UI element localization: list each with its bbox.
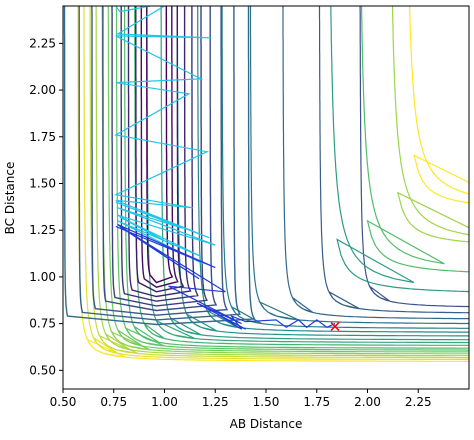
channel-contour-line bbox=[221, 6, 469, 329]
channel-contour-line bbox=[282, 6, 469, 320]
x-tick-label: 1.00 bbox=[151, 395, 178, 409]
channel-contour-line bbox=[77, 6, 469, 362]
end-marker-group bbox=[330, 321, 340, 331]
x-axis-label: AB Distance bbox=[230, 417, 303, 431]
x-tick-label: 2.25 bbox=[405, 395, 432, 409]
y-tick-label: 0.75 bbox=[29, 317, 56, 331]
trajectory-end-marker bbox=[330, 321, 340, 331]
trajectory-segment-2 bbox=[115, 224, 336, 330]
x-tick-label: 1.50 bbox=[253, 395, 280, 409]
trajectory-lines bbox=[113, 6, 336, 330]
y-tick-label: 1.00 bbox=[29, 270, 56, 284]
valley-contour-line bbox=[63, 6, 256, 326]
channel-contour-line bbox=[134, 6, 469, 346]
x-tick-label: 0.50 bbox=[50, 395, 77, 409]
channel-contour-line bbox=[318, 6, 469, 314]
channel-contour-line bbox=[115, 6, 469, 351]
y-tick-label: 1.25 bbox=[29, 223, 56, 237]
valley-contour-line bbox=[78, 6, 241, 321]
y-axis-label: BC Distance bbox=[3, 162, 17, 235]
y-tick-label: 1.50 bbox=[29, 176, 56, 190]
y-tick-label: 2.25 bbox=[29, 36, 56, 50]
channel-contour-line bbox=[89, 6, 469, 359]
channel-contour-line bbox=[107, 6, 469, 353]
x-axis-ticks: 0.50 0.75 1.00 1.25 1.50 1.75 2.00 2.25 bbox=[50, 389, 432, 409]
outer-contour-line bbox=[360, 6, 469, 273]
y-axis-ticks: 0.50 0.75 1.00 1.25 1.50 1.75 2.00 2.25 bbox=[29, 36, 63, 377]
valley-contour-line bbox=[111, 6, 208, 307]
channel-contour-line bbox=[83, 6, 469, 361]
channel-contour-line bbox=[160, 6, 469, 341]
valley-contour-line bbox=[102, 6, 218, 312]
x-tick-label: 1.75 bbox=[303, 395, 330, 409]
channel-contour-line bbox=[249, 6, 469, 325]
y-tick-label: 0.50 bbox=[29, 363, 56, 377]
channel-contour-line bbox=[124, 6, 469, 349]
x-tick-label: 1.25 bbox=[202, 395, 229, 409]
x-tick-label: 2.00 bbox=[354, 395, 381, 409]
y-tick-label: 2.00 bbox=[29, 83, 56, 97]
valley-contour-line bbox=[140, 6, 179, 288]
valley-contour-line bbox=[135, 6, 185, 293]
valley-contour-line bbox=[127, 6, 192, 298]
valley-contour-line bbox=[146, 6, 174, 284]
channel-contour-line bbox=[359, 6, 469, 308]
channel-contour-line bbox=[95, 6, 469, 357]
y-tick-label: 1.75 bbox=[29, 130, 56, 144]
x-tick-label: 0.75 bbox=[100, 395, 127, 409]
contour-lines bbox=[63, 6, 469, 362]
valley-contour-line bbox=[91, 6, 229, 316]
valley-contour-line bbox=[120, 6, 199, 302]
channel-contour-line bbox=[197, 6, 469, 333]
outer-contour-line bbox=[330, 6, 469, 293]
outer-contour-line bbox=[408, 6, 469, 204]
trajectory-segment-1 bbox=[113, 6, 216, 265]
outer-contour-line bbox=[391, 6, 469, 243]
